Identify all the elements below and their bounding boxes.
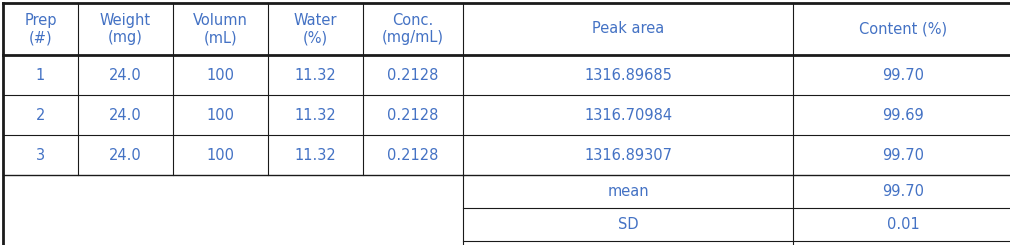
- Text: SD: SD: [618, 217, 638, 232]
- Text: 3: 3: [36, 147, 45, 162]
- Text: 11.32: 11.32: [295, 147, 336, 162]
- Text: Volumn
(mL): Volumn (mL): [193, 13, 247, 45]
- Text: 99.69: 99.69: [882, 108, 924, 122]
- Text: 2: 2: [35, 108, 45, 122]
- Text: 0.01: 0.01: [887, 217, 919, 232]
- Text: 0.2128: 0.2128: [387, 147, 438, 162]
- Text: 1316.89685: 1316.89685: [584, 68, 672, 83]
- Text: 24.0: 24.0: [109, 108, 141, 122]
- Text: 1316.89307: 1316.89307: [584, 147, 672, 162]
- Text: 100: 100: [206, 108, 234, 122]
- Text: Content (%): Content (%): [858, 22, 947, 37]
- Text: 99.70: 99.70: [882, 184, 924, 199]
- Text: 1: 1: [36, 68, 45, 83]
- Text: 24.0: 24.0: [109, 147, 141, 162]
- Text: mean: mean: [607, 184, 648, 199]
- Text: 0.2128: 0.2128: [387, 108, 438, 122]
- Text: 24.0: 24.0: [109, 68, 141, 83]
- Text: 100: 100: [206, 147, 234, 162]
- Text: Prep
(#): Prep (#): [24, 13, 57, 45]
- Text: 1316.70984: 1316.70984: [584, 108, 672, 122]
- Text: 11.32: 11.32: [295, 68, 336, 83]
- Text: 99.70: 99.70: [882, 68, 924, 83]
- Text: Water
(%): Water (%): [294, 13, 337, 45]
- Text: Weight
(mg): Weight (mg): [100, 13, 152, 45]
- Text: 99.70: 99.70: [882, 147, 924, 162]
- Text: 11.32: 11.32: [295, 108, 336, 122]
- Text: Peak area: Peak area: [592, 22, 665, 37]
- Text: 0.2128: 0.2128: [387, 68, 438, 83]
- Text: 100: 100: [206, 68, 234, 83]
- Text: Conc.
(mg/mL): Conc. (mg/mL): [382, 13, 444, 45]
